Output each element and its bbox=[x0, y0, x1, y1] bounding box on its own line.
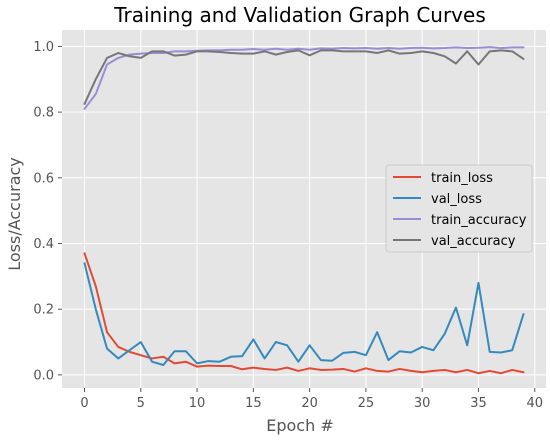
series-line-val-accuracy bbox=[83, 49, 525, 105]
legend-label-val-loss: val_loss bbox=[431, 192, 482, 207]
x-tick-label: 15 bbox=[245, 396, 262, 411]
x-tick-label: 0 bbox=[80, 396, 88, 411]
x-tick-label: 30 bbox=[414, 396, 431, 411]
y-tick-label: 0.6 bbox=[33, 171, 54, 186]
legend-box bbox=[385, 164, 533, 253]
y-tick-label: 1.0 bbox=[33, 40, 54, 55]
y-tick-label: 0.8 bbox=[33, 106, 54, 121]
series-line-train-accuracy bbox=[83, 46, 525, 110]
x-tick-label: 25 bbox=[358, 396, 375, 411]
x-tick-label: 20 bbox=[301, 396, 318, 411]
chart-title: Training and Validation Graph Curves bbox=[113, 3, 486, 27]
series-line-val-loss bbox=[83, 262, 525, 367]
y-tick-label: 0.0 bbox=[33, 368, 54, 383]
x-axis-label: Epoch # bbox=[266, 416, 333, 435]
y-tick-label: 0.4 bbox=[33, 237, 54, 252]
legend-label-train-accuracy: train_accuracy bbox=[431, 213, 527, 228]
x-tick-label: 10 bbox=[189, 396, 206, 411]
legend: train_loss val_loss train_accuracy val_accu… bbox=[385, 164, 533, 253]
x-tick-label: 40 bbox=[526, 396, 543, 411]
x-tick-label: 5 bbox=[137, 396, 145, 411]
series-line-train-loss bbox=[83, 252, 525, 375]
legend-label-val-accuracy: val_accuracy bbox=[431, 234, 516, 249]
series-layer bbox=[83, 46, 525, 375]
legend-label-train-loss: train_loss bbox=[431, 171, 493, 186]
y-tick-label: 0.2 bbox=[33, 303, 54, 318]
y-axis-label: Loss/Accuracy bbox=[5, 157, 24, 271]
y-axis: 0.0 0.2 0.4 0.6 0.8 1.0 bbox=[33, 40, 62, 383]
x-axis: 0 5 10 15 20 25 30 35 40 bbox=[80, 388, 543, 411]
x-tick-label: 35 bbox=[470, 396, 487, 411]
